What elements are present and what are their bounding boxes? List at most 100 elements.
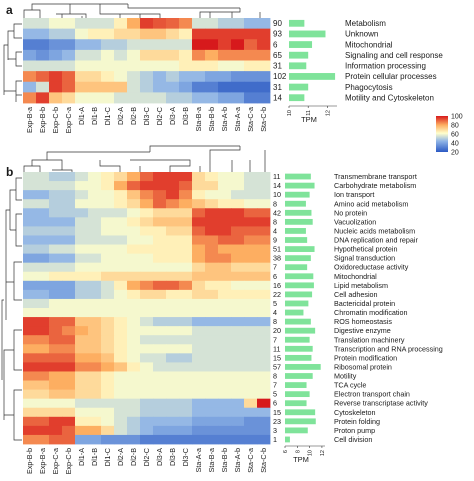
row-label: Unknown (345, 30, 378, 39)
heatmap-cell (205, 181, 219, 191)
heatmap-cell (49, 389, 63, 400)
heatmap-cell (114, 344, 128, 354)
heatmap-cell (114, 226, 128, 236)
heatmap-cell (231, 92, 245, 104)
colorbar-tick-label: 20 (451, 150, 459, 157)
heatmap-cell (114, 262, 128, 273)
tpm-bar (285, 354, 312, 361)
panel-a-label: a (6, 3, 13, 17)
heatmap-cell (114, 434, 128, 445)
heatmap-cell (75, 434, 89, 445)
heatmap-cell (153, 253, 167, 264)
heatmap-cell (231, 317, 245, 327)
heatmap-cell (36, 190, 50, 200)
heatmap-cell (75, 371, 89, 381)
heatmap-cell (88, 244, 102, 254)
heatmap-cell (179, 317, 193, 327)
tpm-tick-label: 10 (287, 110, 293, 116)
heatmap-cell (75, 280, 89, 291)
heatmap-cell (49, 208, 63, 218)
heatmap-cell (166, 398, 180, 409)
heatmap-cell (218, 380, 232, 390)
heatmap-cell (257, 92, 271, 104)
heatmap-cell (23, 335, 37, 345)
heatmap-cell (88, 199, 102, 209)
row-label: Ribosomal protein (334, 362, 392, 371)
heatmap-cell (192, 353, 206, 363)
heatmap-cell (257, 208, 271, 218)
heatmap-cell (75, 39, 89, 51)
heatmap-cell (218, 389, 232, 400)
column-label: Sta-A-b (233, 448, 242, 472)
heatmap-cell (153, 416, 167, 427)
heatmap-cell (23, 344, 37, 354)
heatmap-cell (231, 71, 245, 83)
heatmap-cell (49, 344, 63, 354)
heatmap-cell (101, 344, 115, 354)
heatmap-cell (62, 49, 76, 61)
heatmap-cell (179, 398, 193, 409)
heatmap-cell (244, 326, 258, 336)
heatmap-cell (101, 335, 115, 345)
heatmap-cell (23, 371, 37, 381)
heatmap-cell (127, 344, 141, 354)
row-label: Lipid metabolism (334, 281, 388, 290)
heatmap-cell (140, 425, 154, 436)
heatmap-cell (140, 353, 154, 363)
heatmap-cell (88, 398, 102, 409)
heatmap-cell (205, 362, 219, 372)
heatmap-cell (23, 253, 37, 264)
heatmap-cell (127, 262, 141, 273)
row-label: Reverse transcriptase activity (334, 399, 428, 408)
heatmap-cell (62, 425, 76, 436)
column-label: Dl1-C (103, 107, 112, 125)
heatmap-cell (192, 217, 206, 227)
row-label: Hypothetical protein (334, 245, 398, 254)
heatmap-cell (114, 39, 128, 51)
heatmap-cell (36, 371, 50, 381)
heatmap-cell (75, 226, 89, 236)
heatmap-cell (114, 335, 128, 345)
row-count: 6 (273, 40, 278, 49)
heatmap-cell (153, 389, 167, 400)
tpm-bar (285, 218, 313, 225)
heatmap-cell (88, 416, 102, 427)
colorbar-gradient (436, 116, 448, 152)
heatmap-cell (36, 199, 50, 209)
heatmap-cell (179, 81, 193, 93)
heatmap-cell (49, 253, 63, 264)
heatmap-cell (36, 244, 50, 254)
tpm-bar (289, 41, 313, 48)
heatmap-cell (153, 344, 167, 354)
heatmap-cell (166, 181, 180, 191)
tpm-bar (285, 246, 315, 252)
heatmap-cell (218, 407, 232, 418)
heatmap-cell (140, 262, 154, 273)
tpm-axis-label: TPM (293, 455, 309, 464)
heatmap-cell (75, 398, 89, 409)
heatmap-cell (218, 253, 232, 264)
heatmap-cell (231, 253, 245, 264)
tpm-axis-label: TPM (301, 115, 317, 124)
heatmap-cell (179, 226, 193, 236)
heatmap-cell (205, 262, 219, 273)
heatmap-cell (166, 434, 180, 445)
column-label: Dl3-B (181, 107, 190, 125)
heatmap-cell (62, 226, 76, 236)
heatmap-cell (127, 298, 141, 309)
column-label: Dl3-C (181, 448, 190, 466)
row-count: 31 (273, 62, 282, 71)
heatmap-cell (101, 253, 115, 264)
heatmap-cell (140, 226, 154, 236)
heatmap-cell (218, 416, 232, 427)
heatmap-cell (36, 398, 50, 409)
heatmap-cell (179, 172, 193, 182)
heatmap-cell (140, 344, 154, 354)
heatmap-cell (101, 190, 115, 200)
heatmap-cell (127, 425, 141, 436)
heatmap-cell (114, 28, 128, 40)
heatmap-cell (127, 289, 141, 300)
heatmap-cell (101, 49, 115, 61)
column-label: Dl1-A (77, 107, 86, 125)
heatmap-cell (257, 81, 271, 93)
